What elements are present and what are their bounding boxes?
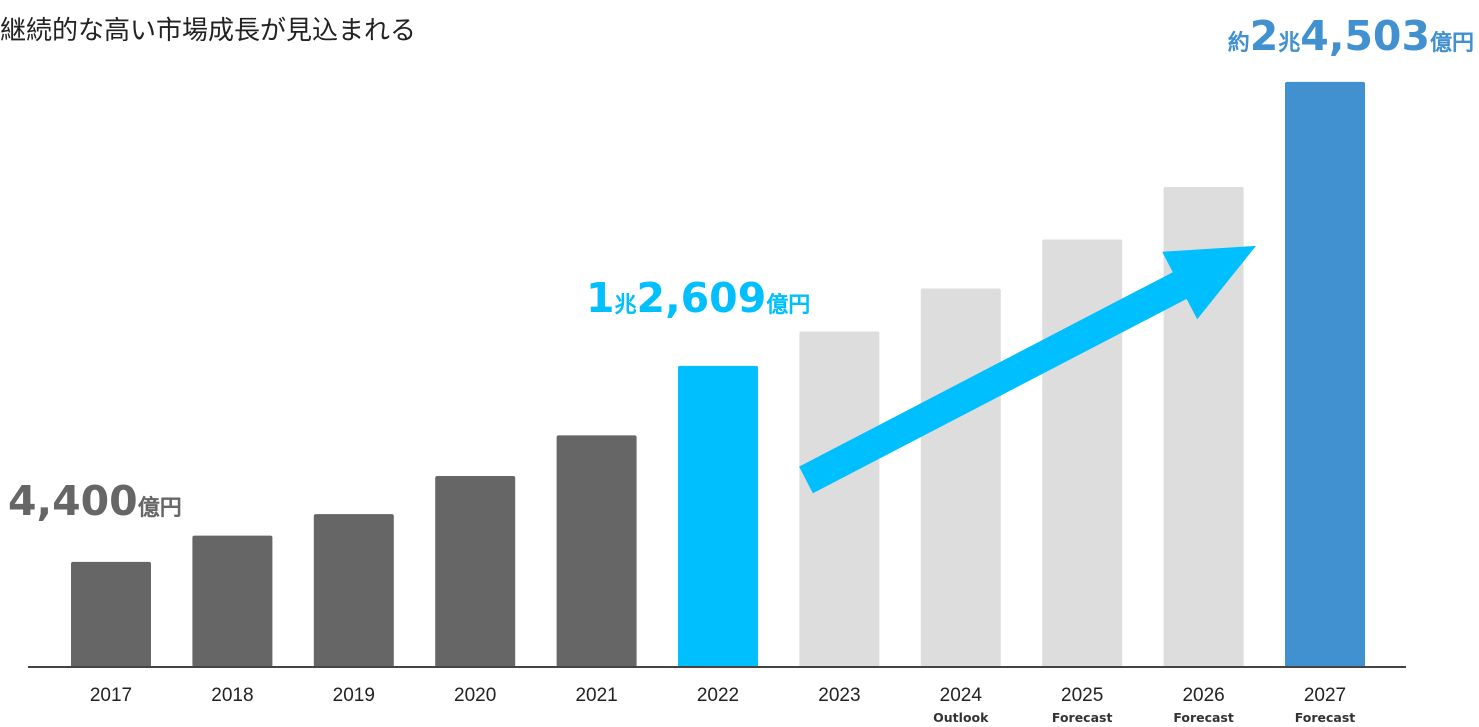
callout-part: 約: [1228, 30, 1250, 56]
trend-arrow: [799, 245, 1256, 494]
tick-label-2025: 2025: [1061, 685, 1103, 706]
callout-part: 2: [1250, 12, 1279, 60]
bars-layer: [71, 81, 1365, 668]
callout-part: 4,400: [8, 477, 138, 525]
bar-2022: [678, 365, 758, 667]
tick-label-2021: 2021: [575, 685, 617, 706]
value-callout-2022: 1兆2,609億円: [586, 274, 810, 322]
tick-sublabel-2026: Forecast: [1173, 710, 1234, 725]
callout-part: 億円: [138, 495, 182, 521]
tick-label-2023: 2023: [818, 685, 860, 706]
bar-2019: [313, 514, 394, 667]
bar-2025: [1042, 239, 1123, 667]
tick-label-2024: 2024: [940, 685, 983, 706]
callout-part: 億円: [766, 292, 810, 318]
x-axis-ticks: 2017 2018 2019 2020 2021 2022 2023 2024 Outlook 2…: [90, 685, 1355, 725]
value-callout-2017: 4,400億円: [8, 477, 182, 525]
callout-part: 兆: [615, 293, 637, 318]
bar-2018: [192, 535, 273, 667]
tick-sublabel-2024: Outlook: [933, 710, 989, 725]
chart-title: 継続的な高い市場成長が見込まれる: [0, 16, 417, 46]
tick-label-2017: 2017: [90, 685, 132, 706]
bar-2027: [1285, 81, 1365, 668]
callout-part: 億円: [1430, 30, 1474, 56]
callout-part: 兆: [1278, 31, 1300, 56]
bar-2021: [556, 435, 637, 667]
bar-2023: [799, 331, 880, 667]
bar-2020: [435, 475, 516, 667]
tick-sublabel-2025: Forecast: [1052, 710, 1113, 725]
callout-part: 4,503: [1300, 12, 1430, 60]
callout-part: 2,609: [637, 274, 767, 322]
tick-label-2022: 2022: [697, 685, 739, 706]
bar-2017: [71, 561, 151, 667]
bar-2024: [920, 288, 1001, 667]
tick-sublabel-2027: Forecast: [1295, 710, 1356, 725]
tick-label-2018: 2018: [211, 685, 253, 706]
tick-label-2020: 2020: [454, 685, 496, 706]
bar-2026: [1163, 187, 1244, 667]
callout-part: 1: [586, 274, 615, 322]
tick-label-2019: 2019: [333, 685, 375, 706]
tick-label-2026: 2026: [1182, 685, 1224, 706]
tick-label-2027: 2027: [1304, 685, 1346, 706]
value-callout-2027: 約2兆4,503億円: [1228, 12, 1474, 60]
